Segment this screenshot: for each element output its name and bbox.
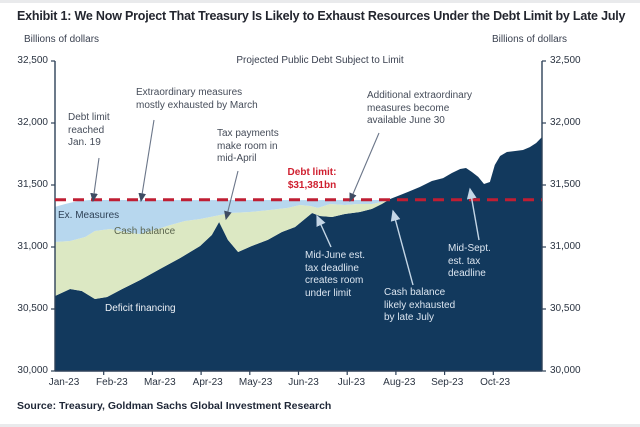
x-tick-label: Sep-23: [431, 377, 464, 388]
arrow-dark: [138, 119, 155, 203]
area-deficit-financing: [55, 137, 542, 371]
x-tick-label: Aug-23: [383, 377, 416, 388]
y-tick-label-right: 32,500: [550, 55, 581, 66]
annotation-additional-measures: Additional extraordinary measures become…: [367, 90, 473, 127]
chart-title: Projected Public Debt Subject to Limit: [236, 55, 404, 66]
x-tick-label: Jul-23: [337, 377, 366, 388]
arrow-dark: [349, 132, 380, 203]
label-ex-measures: Ex. Measures: [58, 210, 120, 221]
x-tick-label: May-23: [238, 377, 273, 388]
x-tick-label: Feb-23: [96, 377, 128, 388]
annotation-cash-exhausted: Cash balance likely exhausted by late Ju…: [384, 287, 456, 324]
y-tick-label-right: 31,500: [550, 179, 581, 190]
arrow-light: [466, 187, 480, 241]
axes: [51, 60, 546, 375]
annotation-arrows: [90, 119, 480, 286]
annotation-mid-june: Mid-June est. tax deadline creates room …: [305, 250, 366, 299]
arrow-dark: [90, 157, 100, 203]
exhibit-title: Exhibit 1: We Now Project That Treasury …: [17, 9, 626, 23]
area-extraordinary-measures: [55, 199, 391, 242]
source-line: Source: Treasury, Goldman Sachs Global I…: [17, 400, 332, 412]
y-tick-label-left: 30,500: [17, 303, 48, 314]
annotation-mid-sept: Mid-Sept. est. tax deadline: [448, 243, 491, 280]
bottom-border: [0, 424, 640, 427]
y-tick-label-right: 30,000: [550, 365, 581, 376]
annotation-debt-limit-reached: Debt limit reached Jan. 19: [68, 112, 110, 149]
y-tick-label-right: 30,500: [550, 303, 581, 314]
y-tick-label-left: 31,000: [17, 241, 48, 252]
annotation-debt-limit-value: Debt limit: $31,381bn: [287, 167, 337, 191]
top-border: [0, 0, 640, 3]
arrow-dark: [224, 170, 239, 221]
y-tick-label-left: 32,000: [17, 117, 48, 128]
label-deficit-financing: Deficit financing: [105, 303, 176, 314]
x-tick-label: Apr-23: [192, 377, 223, 388]
x-tick-label: Jan-23: [48, 377, 80, 388]
y-tick-label-left: 32,500: [17, 55, 48, 66]
annotation-tax-payments-april: Tax payments make room in mid-April: [217, 128, 279, 165]
arrow-light: [316, 214, 332, 248]
arrow-light: [390, 209, 414, 286]
y-axis-units-right: Billions of dollars: [492, 34, 568, 45]
annotation-extraordinary-exhausted: Extraordinary measures mostly exhausted …: [136, 87, 258, 111]
x-tick-label: Mar-23: [143, 377, 176, 388]
y-tick-label-right: 32,000: [550, 117, 581, 128]
label-cash-balance: Cash balance: [114, 226, 176, 237]
area-layers: [55, 137, 542, 371]
area-cash-balance: [55, 199, 391, 299]
x-tick-label: Oct-23: [480, 377, 511, 388]
y-axis-units-left: Billions of dollars: [24, 34, 100, 45]
y-tick-label-right: 31,000: [550, 241, 581, 252]
y-tick-label-left: 31,500: [17, 179, 48, 190]
y-tick-label-left: 30,000: [17, 365, 48, 376]
x-tick-label: Jun-23: [288, 377, 319, 388]
